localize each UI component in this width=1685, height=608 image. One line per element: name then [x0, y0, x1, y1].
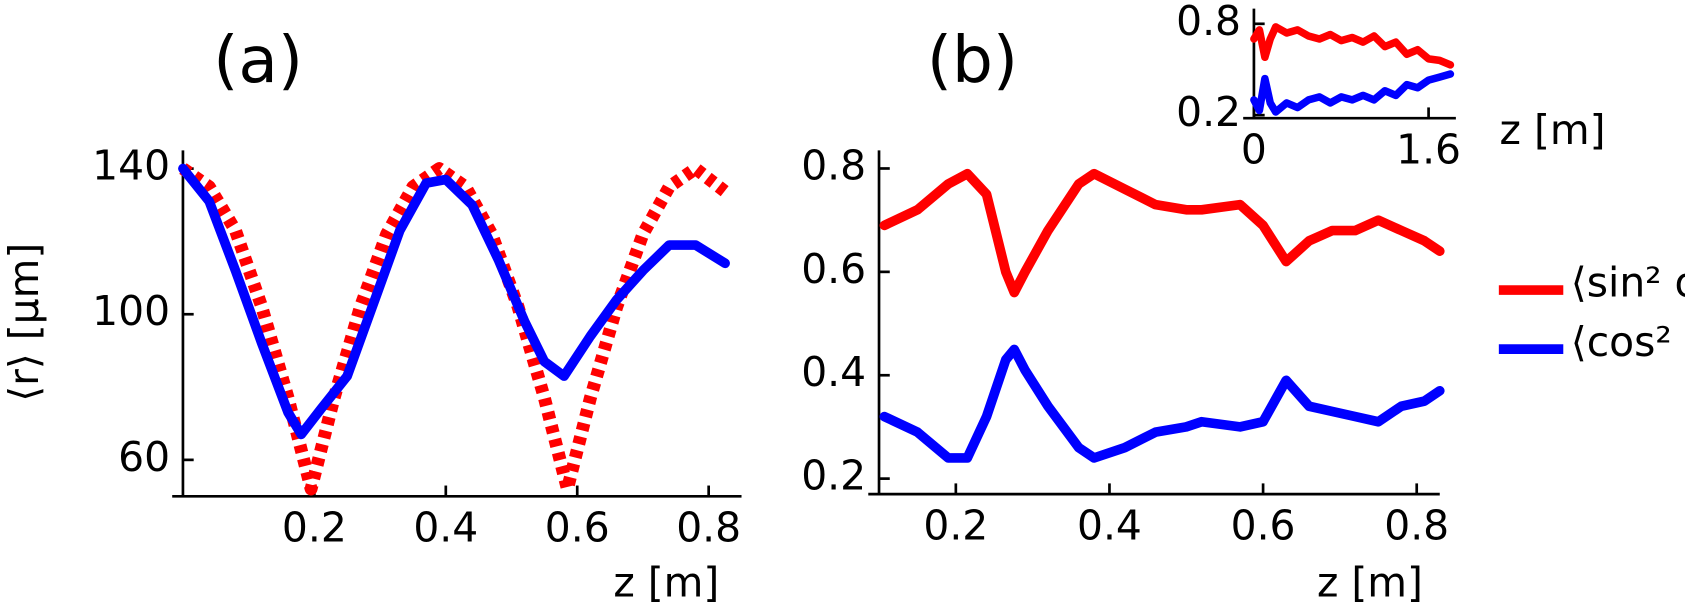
line-series	[1250, 70, 1455, 116]
x-axis-label: z [m]	[613, 558, 719, 606]
legend-label: ⟨sin² ϕ⟩	[1571, 259, 1685, 307]
line-series	[879, 344, 1445, 463]
x-tick-label: 0.4	[1077, 502, 1142, 550]
x-tick-label: 0.2	[923, 502, 988, 550]
line-series	[1250, 23, 1455, 69]
line-series	[179, 162, 733, 496]
y-tick-label: 0.6	[801, 245, 866, 293]
y-tick-label: 0.2	[1176, 88, 1241, 136]
panel-label: (a)	[213, 23, 303, 98]
line-series	[178, 163, 730, 440]
line-series	[879, 168, 1445, 298]
y-tick-label: 0.4	[801, 348, 866, 396]
x-tick-label: 0.2	[282, 504, 347, 552]
y-tick-label: 60	[118, 433, 170, 481]
x-tick-label: 0.8	[1384, 502, 1449, 550]
y-tick-label: 100	[92, 287, 170, 335]
y-tick-label: 140	[92, 142, 170, 190]
panel-label: (b)	[927, 23, 1018, 98]
x-tick-label: 0.6	[1231, 502, 1296, 550]
y-tick-label: 0.8	[1176, 0, 1241, 45]
y-tick-label: 0.8	[801, 141, 866, 189]
x-axis-label: z [m]	[1317, 558, 1423, 606]
x-tick-label: 0.8	[676, 504, 741, 552]
x-tick-label: 1.6	[1396, 126, 1461, 174]
x-tick-label: 0.4	[413, 504, 478, 552]
legend-label: ⟨cos² ϕ⟩	[1571, 318, 1685, 366]
x-axis-label: z [m]	[1500, 106, 1606, 154]
x-tick-label: 0	[1241, 126, 1267, 174]
y-axis-label: ⟨r⟩ [μm]	[0, 243, 48, 402]
x-tick-label: 0.6	[545, 504, 610, 552]
y-tick-label: 0.2	[801, 452, 866, 500]
